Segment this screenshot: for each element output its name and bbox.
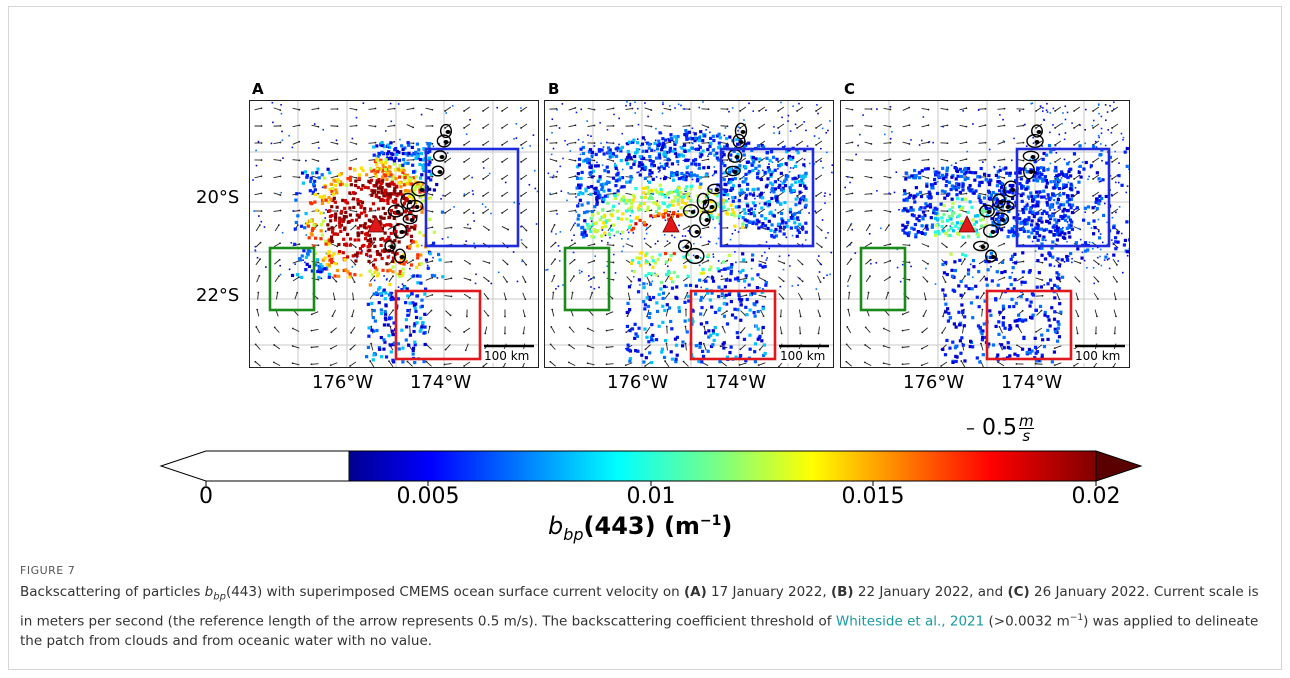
- panel-letter-a: A: [252, 80, 264, 98]
- lon-label-174w-b: 174°W: [705, 372, 767, 393]
- scale-bar-label-c: 100 km: [1073, 349, 1123, 363]
- red-box: [689, 289, 777, 361]
- green-box: [268, 246, 316, 312]
- blue-box: [424, 147, 520, 248]
- map-panel-a: [249, 100, 539, 368]
- reference-arrow-icon: –: [966, 418, 975, 439]
- blue-box: [1015, 147, 1111, 248]
- colorbar-under-extension: [159, 450, 350, 482]
- colorbar-tick-001: 0.01: [626, 484, 676, 509]
- colorbar-tick-0015: 0.015: [841, 484, 905, 509]
- lon-label-176w-c: 176°W: [903, 372, 965, 393]
- panel-letter-b: B: [548, 80, 560, 98]
- scale-bar-label-a: 100 km: [482, 349, 532, 363]
- blue-box: [719, 147, 815, 248]
- volcano-marker: [367, 215, 385, 233]
- lat-label-20s: 20°S: [196, 187, 240, 208]
- figure-frame: [8, 6, 1282, 670]
- map-panel-b: [544, 100, 834, 368]
- volcano-marker: [662, 215, 680, 233]
- scale-bar-label-b: 100 km: [778, 349, 828, 363]
- lon-label-174w-c: 174°W: [1001, 372, 1063, 393]
- lon-label-176w-b: 176°W: [607, 372, 669, 393]
- colorbar-gradient: [349, 451, 1096, 481]
- colorbar-tick-002: 0.02: [1071, 484, 1121, 509]
- green-box: [859, 246, 907, 312]
- panel-letter-c: C: [844, 80, 856, 98]
- figure-number: FIGURE 7: [20, 564, 76, 577]
- colorbar-label: bbp(443) (m−1): [548, 512, 733, 544]
- colorbar-tick-0: 0: [199, 484, 213, 509]
- red-box: [394, 289, 482, 361]
- green-box: [563, 246, 611, 312]
- colorbar-over-extension: [1095, 450, 1143, 482]
- figure-caption: Backscattering of particles bbp(443) wit…: [20, 584, 1259, 650]
- lat-label-22s: 22°S: [196, 285, 240, 306]
- lon-label-176w-a: 176°W: [312, 372, 374, 393]
- citation-link[interactable]: Whiteside et al., 2021: [835, 613, 985, 630]
- map-panel-c: [840, 100, 1130, 368]
- reference-arrow-value: 0.5: [982, 415, 1017, 441]
- reference-arrow-legend: – 0.5 m s: [966, 412, 1034, 445]
- volcano-marker: [958, 215, 976, 233]
- red-box: [985, 289, 1073, 361]
- colorbar-tick-0005: 0.005: [396, 484, 460, 509]
- lon-label-174w-a: 174°W: [410, 372, 472, 393]
